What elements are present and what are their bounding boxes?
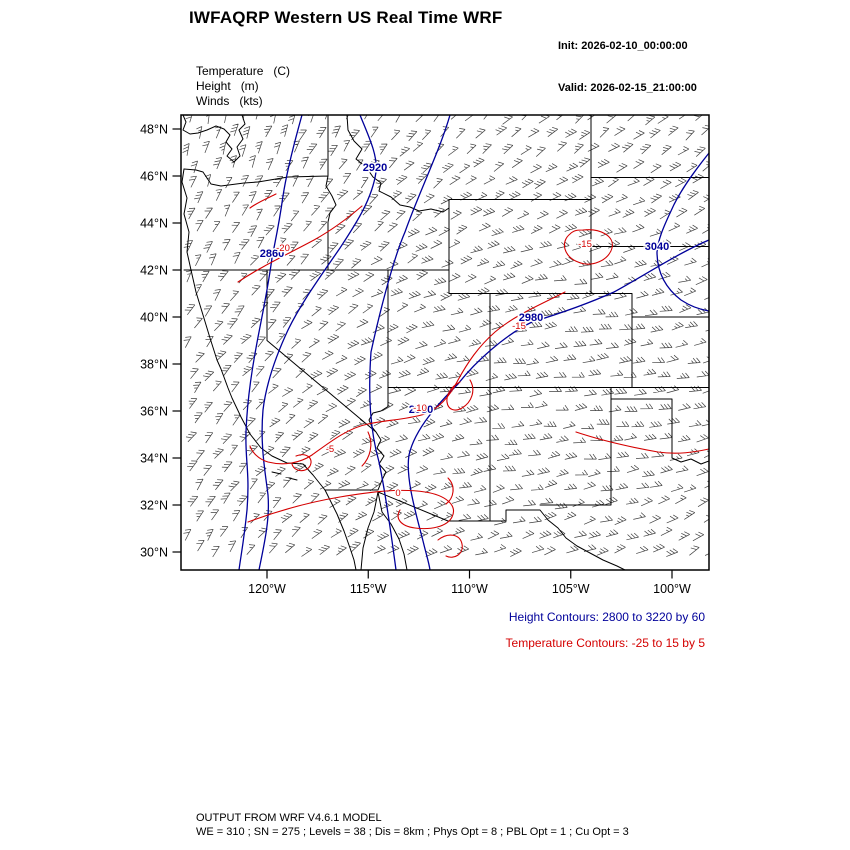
southwest-borders-path (266, 269, 626, 570)
temperature-contour-label: -15 (512, 321, 526, 332)
lon-label: 115°W (350, 582, 387, 596)
temperature-contour (445, 477, 454, 505)
lat-label: 38°N (140, 358, 168, 372)
lat-label: 32°N (140, 499, 168, 513)
lat-label: 40°N (140, 311, 168, 325)
temperature-contour-label: -10 (413, 403, 427, 414)
temperature-contour-label: -5 (326, 444, 334, 455)
wind-barbs-layer (182, 115, 709, 558)
temperature-contour (237, 205, 363, 283)
temperature-contour (563, 229, 613, 265)
lat-label: 34°N (140, 452, 168, 466)
height-contour-label: 2920 (363, 162, 387, 174)
temperature-contour (249, 193, 277, 209)
init-time: Init: 2026-02-10_00:00:00 (558, 40, 688, 52)
height-contour (238, 115, 303, 570)
interior-state-borders-path (183, 115, 709, 522)
temperature-contour (361, 431, 372, 467)
temperature-contour-label: -15 (578, 239, 592, 250)
plotted-fields-list: Temperature (C) Height (m) Winds (kts) (196, 64, 290, 109)
northwest-borders-path (183, 115, 450, 271)
run-times: Init: 2026-02-10_00:00:00 Valid: 2026-02… (558, 11, 697, 109)
height-contour-label: 2980 (409, 404, 433, 416)
lon-label: 100°W (653, 582, 691, 596)
height-contour (656, 152, 709, 312)
temperature-contour-legend: Temperature Contours: -25 to 15 by 5 (505, 636, 705, 650)
lon-label: 120°W (248, 582, 286, 596)
temperature-contour (247, 489, 454, 530)
lat-label: 42°N (140, 264, 168, 278)
temperature-contour (446, 379, 474, 411)
height-contour-label: 2980 (519, 312, 543, 324)
axis-ticks (172, 128, 673, 579)
lat-label: 30°N (140, 546, 168, 560)
lon-label: 110°W (451, 582, 488, 596)
coastline-path (181, 115, 357, 570)
temperature-contour-label: 0 (395, 488, 400, 499)
page-title: IWFAQRP Western US Real Time WRF (189, 8, 503, 27)
map-frame (180, 114, 710, 571)
lat-label: 44°N (140, 217, 168, 231)
temperature-contours-layer (237, 193, 709, 558)
field-temperature: Temperature (C) (196, 64, 291, 78)
lat-label: 36°N (140, 405, 168, 419)
axis-labels: 48°N 46°N 44°N 42°N 40°N 38°N 36°N 34°N 32°N 30°N… (140, 123, 691, 597)
model-config-text: WE = 310 ; SN = 275 ; Levels = 38 ; Dis … (196, 826, 629, 838)
height-contour (258, 115, 377, 570)
temperature-contour (437, 534, 463, 558)
height-contour-legend: Height Contours: 2800 to 3220 by 60 (508, 610, 705, 624)
field-height: Height (m) (196, 79, 259, 93)
height-contour (369, 115, 451, 570)
lon-label: 105°W (552, 582, 590, 596)
model-version-text: OUTPUT FROM WRF V4.6.1 MODEL (196, 812, 382, 824)
field-winds: Winds (kts) (196, 94, 263, 108)
temperature-contour (575, 431, 709, 454)
contour-value-labels: 2920 2860 2980 2980 3040 -20 -15 -15 -10 -5 0 (258, 161, 670, 501)
valid-time: Valid: 2026-02-15_21:00:00 (558, 82, 697, 94)
temperature-contour (291, 454, 312, 472)
height-contour-label: 3040 (645, 241, 669, 253)
temperature-contour (249, 291, 566, 465)
temperature-contour-label: -20 (276, 243, 290, 254)
lat-label: 46°N (140, 170, 168, 184)
height-contour-label: 2860 (260, 248, 284, 260)
texas-oklahoma-borders-path (539, 387, 709, 506)
wind-barbs (182, 115, 709, 558)
height-contour (407, 239, 709, 570)
lat-label: 48°N (140, 123, 168, 137)
